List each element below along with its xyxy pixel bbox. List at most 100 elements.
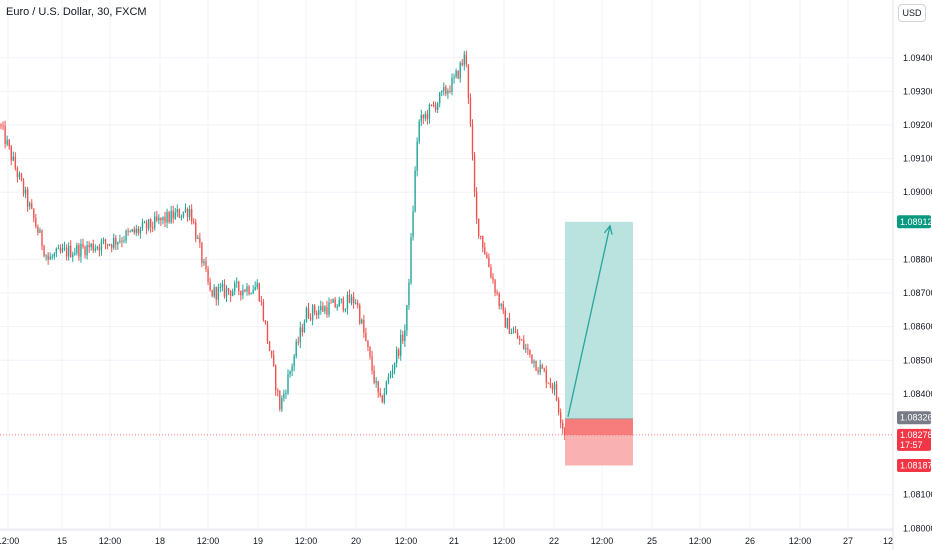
candle-body [98, 247, 101, 251]
candle-body [14, 156, 17, 169]
y-tick-label: 1.09400 [903, 53, 932, 63]
candle-body [104, 239, 107, 244]
candle-body [125, 231, 127, 241]
candle-body [197, 237, 199, 239]
candle-body [469, 98, 472, 125]
candle-body [494, 280, 496, 293]
candle-body [402, 334, 404, 342]
candle-body [391, 370, 394, 374]
candle-body [117, 242, 119, 245]
candle-body [357, 302, 359, 306]
candle-body [238, 282, 240, 291]
candle-body [307, 307, 310, 318]
candle-body [227, 288, 230, 291]
candle-body [184, 209, 187, 212]
candle-body [108, 244, 111, 246]
y-tick-label: 1.08700 [903, 288, 932, 298]
candle-body [248, 286, 250, 294]
candle-body [12, 156, 14, 161]
candle-body [207, 269, 209, 283]
candle-body [545, 370, 547, 383]
entry-to-current-band [565, 418, 633, 435]
candle-body [449, 90, 451, 93]
candle-body [291, 366, 293, 372]
candle-body [229, 290, 232, 296]
candle-body [521, 339, 523, 341]
x-tick-label: 12:00 [99, 536, 122, 546]
candle-body [400, 334, 402, 356]
candle-body [387, 376, 390, 382]
candle-body [262, 301, 265, 321]
candle-body [20, 173, 23, 181]
candle-body [453, 77, 455, 79]
candle-body [373, 370, 375, 383]
candle-body [231, 291, 234, 296]
current-price-badge-bg [897, 428, 931, 451]
candle-body [59, 248, 62, 252]
y-tick-label: 1.08800 [903, 254, 932, 264]
candle-body [215, 287, 217, 300]
candle-body [389, 373, 392, 377]
candle-body [293, 356, 295, 367]
entry-price-badge-bg [897, 411, 931, 425]
candle-body [145, 222, 148, 229]
candle-body [254, 286, 256, 291]
candle-body [76, 244, 78, 253]
candle-body [180, 216, 183, 218]
candle-body [74, 252, 76, 255]
candle-body [359, 305, 361, 324]
stop-price-badge: 1.08187 [900, 460, 932, 470]
candle-body [482, 236, 484, 248]
candle-body [244, 289, 246, 292]
candle-body [305, 307, 308, 323]
candle-body [432, 104, 435, 106]
candle-body [313, 305, 316, 313]
candle-body [336, 306, 338, 308]
candle-body [176, 209, 178, 213]
candle-body [100, 241, 103, 251]
candle-body [477, 218, 480, 237]
candle-body [35, 218, 37, 227]
candle-body [367, 340, 369, 347]
currency-button[interactable]: USD [898, 4, 926, 22]
candle-body [72, 254, 74, 258]
candle-body [45, 255, 47, 257]
candle-body [168, 211, 170, 223]
candle-body [424, 113, 427, 119]
candle-body [443, 87, 445, 91]
candle-body [324, 306, 326, 312]
candle-body [41, 230, 43, 247]
candle-body [506, 318, 509, 328]
candle-body [113, 237, 115, 248]
candle-body [205, 261, 207, 270]
candle-body [322, 306, 324, 312]
candle-body [270, 350, 273, 356]
candle-body [217, 287, 219, 300]
candle-body [527, 348, 529, 350]
candle-body [174, 212, 176, 219]
candle-body [162, 216, 164, 221]
x-tick-label: 12:00 [197, 536, 220, 546]
candle-body [498, 293, 500, 306]
current-price-badge: 1.08278 [900, 430, 932, 440]
candle-body [557, 399, 560, 413]
candle-body [379, 392, 381, 396]
candle-body [131, 229, 133, 232]
candle-body [211, 289, 213, 297]
candle-body [143, 222, 146, 224]
target-arrow [567, 225, 611, 417]
candle-body [92, 243, 94, 251]
candle-body [414, 170, 416, 212]
candle-body [182, 211, 185, 217]
candle-body [272, 355, 275, 366]
candle-body [531, 354, 533, 364]
candle-body [279, 390, 281, 410]
candle-body [350, 296, 353, 303]
candle-body [213, 287, 215, 297]
candle-body [80, 243, 82, 257]
candle-body [430, 104, 433, 106]
candle-body [354, 302, 357, 304]
candle-body [365, 332, 367, 341]
